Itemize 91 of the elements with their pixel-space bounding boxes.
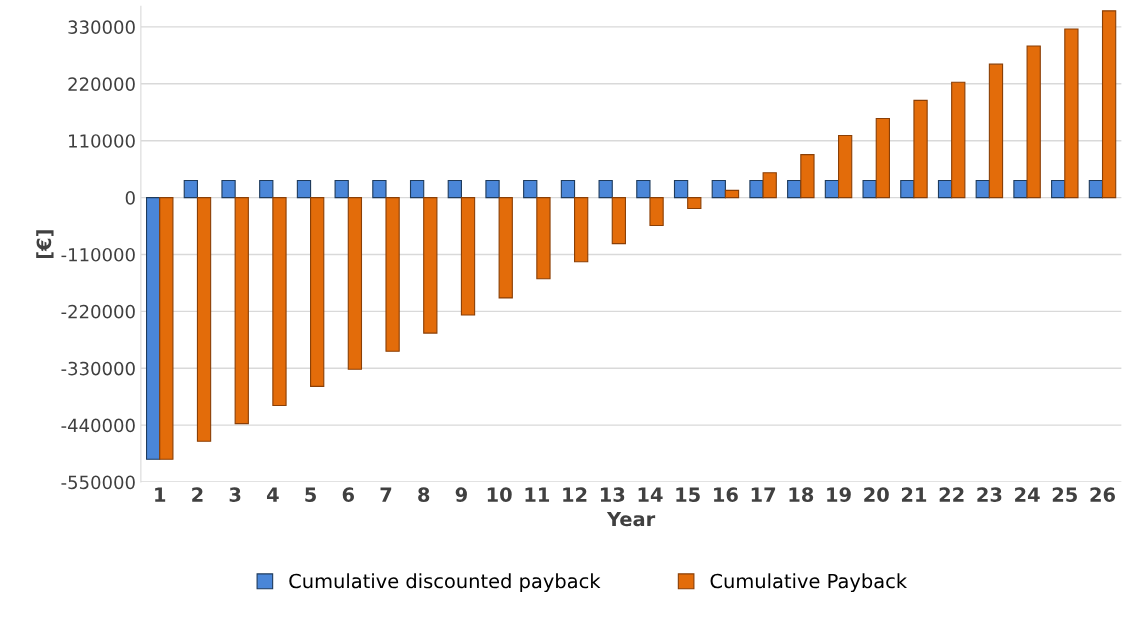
bar (1101, 10, 1117, 199)
x-tick-label: 21 (901, 487, 927, 502)
bar (951, 81, 966, 199)
bar (221, 179, 236, 199)
x-tick-label: 7 (380, 487, 392, 502)
bar (234, 197, 249, 425)
y-tick-label: 220000 (68, 77, 135, 91)
bar (310, 197, 325, 387)
bar (800, 154, 815, 199)
x-tick-label: 5 (305, 487, 316, 502)
x-tick-label: 24 (1015, 487, 1040, 502)
y-axis-title: [€] (36, 230, 54, 259)
y-tick-label: -220000 (61, 304, 135, 319)
bar (687, 197, 702, 210)
x-tick-label: 18 (789, 487, 814, 502)
x-tick-label: 6 (342, 487, 355, 502)
y-tick-label: -110000 (61, 247, 135, 262)
bar (334, 179, 349, 199)
bar (196, 197, 212, 442)
x-tick-label: 8 (418, 487, 430, 502)
x-tick-label: 22 (939, 487, 964, 502)
bar (762, 172, 777, 199)
bar (159, 197, 174, 460)
bar (560, 179, 576, 199)
bar (837, 134, 853, 199)
x-tick-label: 25 (1052, 487, 1077, 502)
bar (372, 179, 387, 199)
x-tick-label: 4 (266, 487, 279, 502)
legend-label: Cumulative Payback (710, 573, 908, 593)
bar (988, 63, 1004, 199)
y-tick-label: -550000 (61, 475, 135, 490)
bar (1013, 179, 1028, 199)
x-tick-label: 17 (751, 487, 776, 502)
bar (573, 197, 589, 263)
bar (749, 179, 764, 199)
bar (460, 197, 476, 316)
x-tick-label: 19 (827, 487, 851, 502)
bar (347, 197, 363, 370)
bar (423, 197, 438, 334)
x-tick-label: 23 (977, 487, 1002, 502)
bar (1064, 28, 1079, 199)
x-tick-label: 9 (455, 487, 467, 502)
x-tick-label: 3 (229, 487, 241, 502)
bar (523, 179, 538, 199)
bar (673, 179, 689, 199)
x-tick-label: 20 (864, 487, 889, 502)
x-tick-label: 11 (525, 487, 550, 502)
bar (1026, 45, 1041, 199)
x-tick-label: 13 (600, 487, 625, 502)
bar (824, 179, 840, 199)
bar (711, 179, 726, 199)
bar (1088, 179, 1104, 199)
bar (296, 179, 312, 199)
bar (636, 179, 651, 199)
x-tick-label: 2 (192, 487, 203, 502)
bar (385, 197, 400, 352)
bar (145, 197, 161, 460)
bar (649, 197, 664, 227)
bar (272, 197, 287, 407)
bar (447, 179, 462, 199)
y-tick-label: 0 (125, 191, 135, 205)
bar (536, 197, 551, 280)
bar (183, 179, 198, 199)
bar (259, 179, 274, 199)
legend-label: Cumulative discounted payback (289, 573, 601, 593)
bar (975, 179, 990, 199)
bar (787, 179, 802, 199)
x-axis-title: Year (606, 511, 656, 527)
x-tick-label: 14 (638, 487, 663, 502)
y-tick-label: -330000 (61, 361, 135, 376)
bar (937, 179, 953, 199)
bar (498, 197, 513, 299)
bar (900, 179, 915, 199)
bar (862, 179, 877, 199)
y-tick-label: 110000 (69, 134, 135, 148)
bar (875, 117, 890, 199)
x-tick-label: 10 (487, 487, 512, 502)
x-tick-label: 1 (155, 487, 166, 502)
bar (724, 189, 740, 199)
y-tick-label: -440000 (61, 418, 135, 433)
x-tick-label: 12 (563, 487, 587, 502)
bar (1051, 179, 1066, 199)
x-tick-label: 16 (714, 487, 738, 502)
bar (913, 99, 928, 199)
bar (485, 179, 500, 199)
y-tick-label: 330000 (68, 20, 135, 35)
bar (598, 179, 613, 199)
x-tick-label: 26 (1090, 487, 1115, 502)
x-tick-label: 15 (676, 487, 700, 502)
bar (611, 197, 627, 245)
bar (409, 179, 425, 199)
